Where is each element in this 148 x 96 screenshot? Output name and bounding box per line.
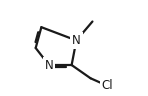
Text: N: N [45, 59, 53, 72]
Text: Cl: Cl [102, 79, 113, 92]
Text: N: N [72, 34, 81, 47]
